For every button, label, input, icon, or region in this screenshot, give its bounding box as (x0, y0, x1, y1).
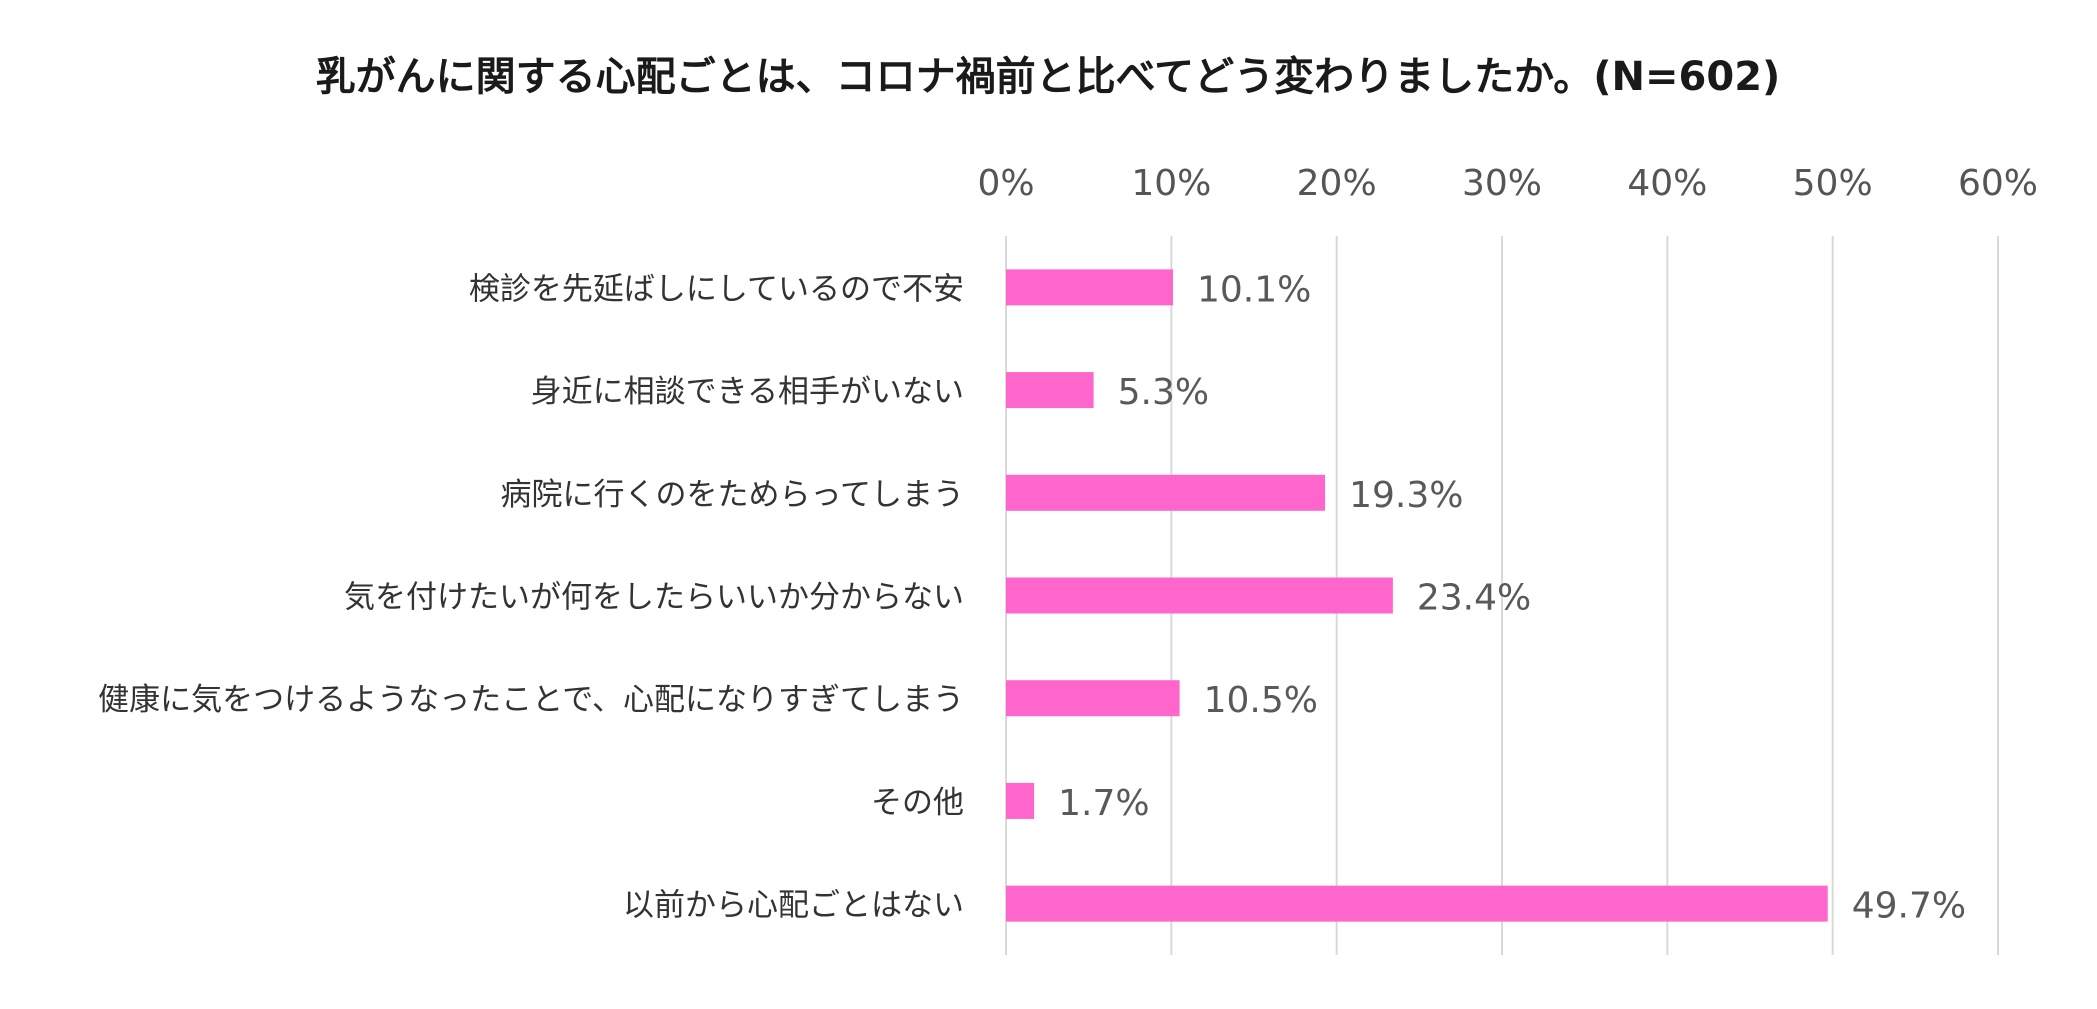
category-label: 以前から心配ごとはない (623, 888, 964, 924)
bars (1006, 269, 1828, 922)
bar (1006, 680, 1180, 717)
data-labels: 10.1% 5.3% 19.3% 23.4% 10.5% 1.7% 49.7% (1058, 269, 1966, 926)
bar (1006, 474, 1326, 511)
bar (1006, 577, 1393, 614)
x-tick-label: 30% (1462, 163, 1542, 204)
data-label: 10.1% (1197, 269, 1311, 310)
category-label: その他 (871, 785, 964, 821)
category-label: 身近に相談できる相手がいない (531, 374, 964, 410)
x-tick-label: 0% (977, 163, 1034, 204)
category-label: 病院に行くのをためらってしまう (501, 477, 964, 513)
category-label: 気を付けたいが何をしたらいいか分からない (344, 580, 964, 616)
data-label: 5.3% (1118, 372, 1209, 413)
bar (1006, 372, 1094, 409)
data-label: 49.7% (1852, 886, 1966, 927)
x-tick-label: 20% (1297, 163, 1377, 204)
bar (1006, 782, 1035, 819)
data-label: 19.3% (1349, 475, 1463, 516)
data-label: 10.5% (1204, 680, 1318, 721)
x-tick-label: 10% (1131, 163, 1211, 204)
x-tick-label: 40% (1627, 163, 1707, 204)
bar (1006, 269, 1173, 306)
x-tick-label: 50% (1793, 163, 1873, 204)
x-axis-ticks: 0% 10% 20% 30% 40% 50% 60% (977, 163, 2038, 204)
category-label: 健康に気をつけるようなったことで、心配になりすぎてしまう (98, 682, 964, 718)
chart-title: 乳がんに関する心配ごとは、コロナ禍前と比べてどう変わりましたか。(N=602) (316, 54, 1781, 100)
data-label: 1.7% (1058, 783, 1149, 824)
x-tick-label: 60% (1958, 163, 2038, 204)
category-labels: 検診を先延ばしにしているので不安身近に相談できる相手がいない病院に行くのをためら… (98, 271, 964, 923)
data-label: 23.4% (1417, 578, 1531, 619)
bar (1006, 885, 1828, 922)
category-label: 検診を先延ばしにしているので不安 (469, 271, 964, 307)
